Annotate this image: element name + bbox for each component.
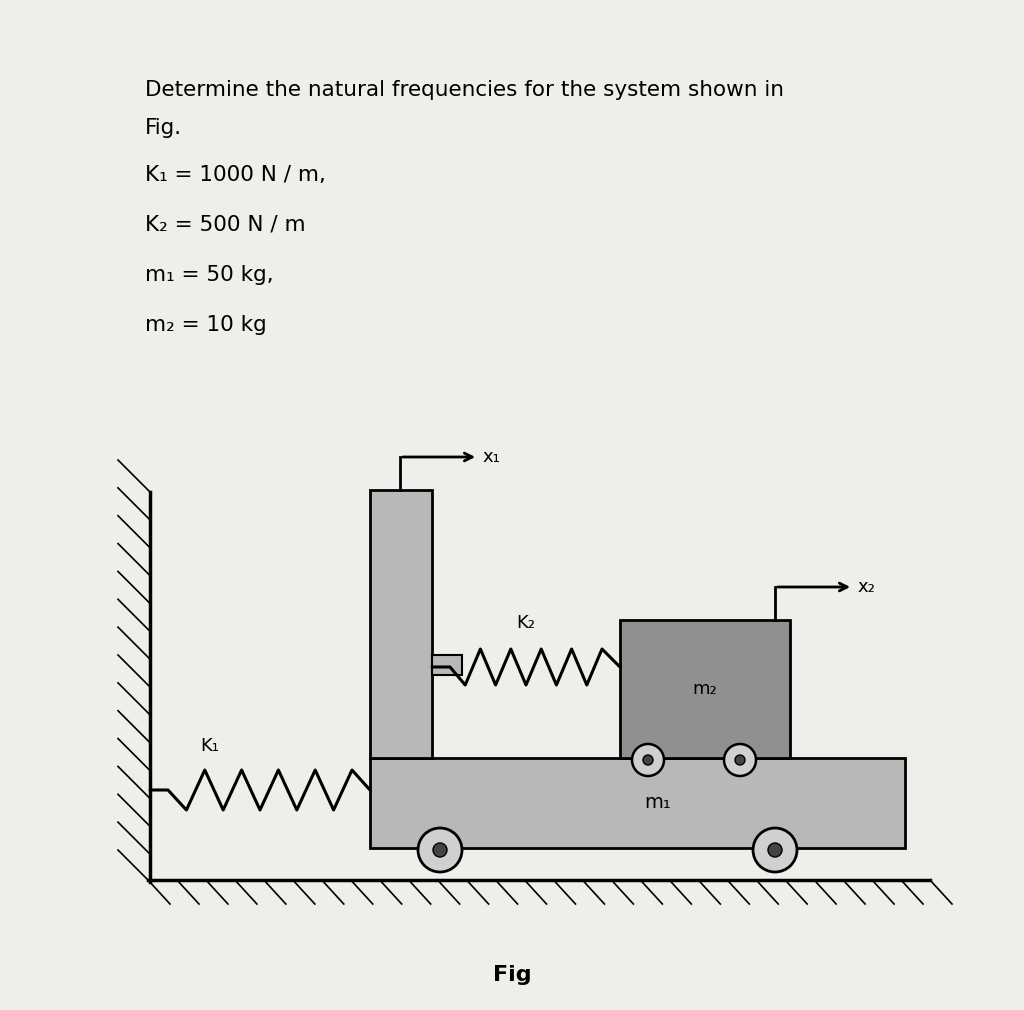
Bar [432, 655, 462, 675]
Text: Fig.: Fig. [145, 118, 182, 138]
Text: m₂: m₂ [692, 680, 718, 698]
Text: m₁: m₁ [644, 794, 671, 812]
Text: x₂: x₂ [857, 578, 874, 596]
Circle shape [735, 755, 745, 765]
Text: K₁ = 1000 N / m,: K₁ = 1000 N / m, [145, 165, 326, 185]
Text: K₂: K₂ [516, 614, 536, 632]
Text: Determine the natural frequencies for the system shown in: Determine the natural frequencies for th… [145, 80, 784, 100]
Circle shape [724, 744, 756, 776]
Text: x₁: x₁ [482, 448, 500, 466]
Text: m₁ = 50 kg,: m₁ = 50 kg, [145, 265, 273, 285]
Text: Fig: Fig [493, 965, 531, 985]
Circle shape [433, 843, 447, 857]
Bar [370, 490, 432, 758]
Text: m₂ = 10 kg: m₂ = 10 kg [145, 315, 266, 335]
Text: K₁: K₁ [201, 737, 219, 755]
Bar [370, 758, 905, 848]
Circle shape [768, 843, 782, 857]
Circle shape [632, 744, 664, 776]
Circle shape [643, 755, 653, 765]
Bar [620, 620, 790, 758]
Circle shape [418, 828, 462, 872]
Text: K₂ = 500 N / m: K₂ = 500 N / m [145, 215, 305, 235]
Circle shape [753, 828, 797, 872]
